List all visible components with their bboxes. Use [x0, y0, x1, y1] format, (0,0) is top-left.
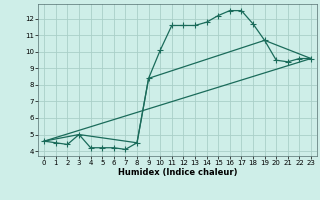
X-axis label: Humidex (Indice chaleur): Humidex (Indice chaleur) [118, 168, 237, 177]
